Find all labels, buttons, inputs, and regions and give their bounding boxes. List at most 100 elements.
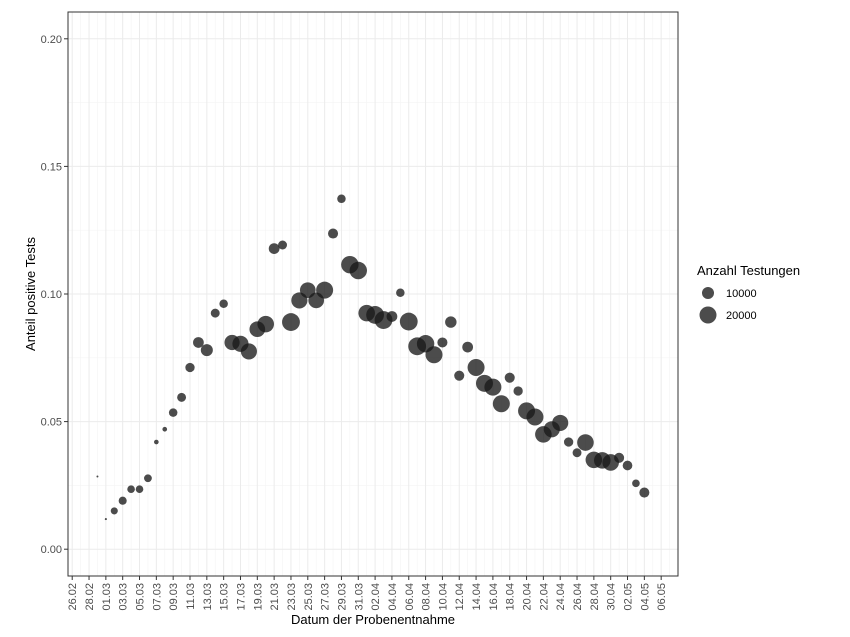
data-point — [278, 240, 288, 250]
grid-major — [68, 12, 678, 576]
x-tick-label: 18.04 — [505, 583, 517, 611]
x-tick-label: 10.04 — [437, 583, 449, 611]
data-point — [268, 243, 280, 254]
data-point — [445, 316, 457, 328]
x-tick-label: 23.03 — [286, 583, 298, 611]
x-tick-label: 04.04 — [387, 583, 399, 611]
x-tick-label: 14.04 — [471, 583, 483, 611]
y-tick-label: 0.20 — [41, 34, 62, 46]
legend: Anzahl Testungen 10000 20000 — [697, 263, 800, 324]
legend-label: 10000 — [726, 288, 757, 300]
data-point — [632, 479, 640, 488]
x-axis-title: Datum der Probenentnahme — [291, 612, 455, 627]
legend-key — [699, 306, 717, 324]
x-tick-label: 22.04 — [538, 583, 550, 611]
data-point — [257, 315, 275, 333]
data-point — [118, 496, 127, 505]
data-point — [110, 507, 118, 515]
x-tick-label: 07.03 — [151, 583, 163, 611]
x-tick-label: 19.03 — [252, 583, 264, 611]
x-tick-label: 28.04 — [589, 583, 601, 611]
data-point — [386, 311, 398, 322]
data-point — [328, 228, 339, 239]
x-tick-label: 04.05 — [639, 583, 651, 611]
y-tick-label: 0.00 — [41, 544, 62, 556]
data-point — [614, 452, 625, 463]
data-point — [185, 362, 195, 373]
data-point — [316, 281, 334, 299]
x-tick-label: 31.03 — [353, 583, 365, 611]
data-point — [526, 408, 544, 426]
data-point — [177, 392, 187, 402]
data-point — [337, 194, 346, 204]
x-tick-label: 02.04 — [370, 583, 382, 611]
x-tick-label: 28.02 — [84, 583, 96, 611]
x-tick-label: 12.04 — [454, 583, 466, 611]
data-point — [563, 437, 574, 447]
data-point — [396, 288, 405, 297]
x-tick-label: 02.05 — [623, 583, 635, 611]
x-tick-label: 09.03 — [168, 583, 180, 611]
data-point — [96, 475, 99, 478]
data-point — [162, 426, 168, 432]
data-point — [282, 313, 300, 331]
data-point — [425, 346, 443, 364]
data-point — [484, 378, 502, 396]
data-point — [513, 386, 523, 396]
data-point — [144, 474, 152, 483]
data-point — [154, 439, 159, 445]
x-tick-label: 16.04 — [488, 583, 500, 611]
y-tick-label: 0.10 — [41, 289, 62, 301]
x-tick-label: 03.03 — [118, 583, 130, 611]
x-tick-label: 20.04 — [522, 583, 534, 611]
data-points — [96, 194, 650, 521]
x-tick-label: 30.04 — [606, 583, 618, 611]
data-point — [492, 395, 510, 413]
x-tick-label: 25.03 — [303, 583, 315, 611]
data-point — [639, 487, 650, 498]
data-point — [577, 434, 594, 451]
data-point — [240, 343, 257, 360]
x-tick-label: 06.04 — [404, 583, 416, 611]
data-point — [127, 485, 135, 494]
x-tick-label: 13.03 — [202, 583, 214, 611]
data-point — [504, 372, 515, 383]
data-point — [193, 337, 204, 348]
y-tick-label: 0.05 — [41, 417, 62, 429]
x-tick-label: 24.04 — [555, 583, 567, 611]
data-point — [349, 261, 367, 280]
x-tick-label: 15.03 — [219, 583, 231, 611]
data-point — [622, 460, 633, 471]
data-point — [200, 344, 213, 357]
data-point — [104, 518, 107, 521]
legend-label: 20000 — [726, 310, 757, 322]
data-point — [552, 414, 569, 431]
data-point — [454, 370, 465, 381]
data-point — [572, 448, 582, 458]
x-tick-label: 01.03 — [101, 583, 113, 611]
data-point — [399, 312, 418, 331]
legend-title: Anzahl Testungen — [697, 263, 800, 278]
y-axis-title: Anteil positive Tests — [23, 237, 38, 351]
x-tick-label: 06.05 — [656, 583, 668, 611]
x-tick-label: 21.03 — [269, 583, 281, 611]
x-tick-label: 26.02 — [67, 583, 79, 611]
x-axis-ticks: 26.02 28.02 01.03 03.03 05.03 07.03 09.03 11.03… — [67, 576, 668, 611]
data-point — [135, 485, 144, 494]
x-tick-label: 11.03 — [185, 583, 197, 610]
x-tick-label: 27.03 — [320, 583, 332, 611]
data-point — [467, 358, 485, 376]
y-axis-ticks: 0.00 0.05 0.10 0.15 0.20 — [41, 34, 68, 556]
y-tick-label: 0.15 — [41, 161, 62, 173]
x-tick-label: 17.03 — [235, 583, 247, 611]
x-tick-label: 08.04 — [421, 583, 433, 611]
x-tick-label: 26.04 — [572, 583, 584, 611]
legend-key — [701, 286, 715, 300]
data-point — [462, 341, 474, 353]
data-point — [219, 299, 228, 308]
data-point — [168, 408, 178, 417]
x-tick-label: 05.03 — [135, 583, 147, 611]
data-point — [210, 308, 220, 318]
